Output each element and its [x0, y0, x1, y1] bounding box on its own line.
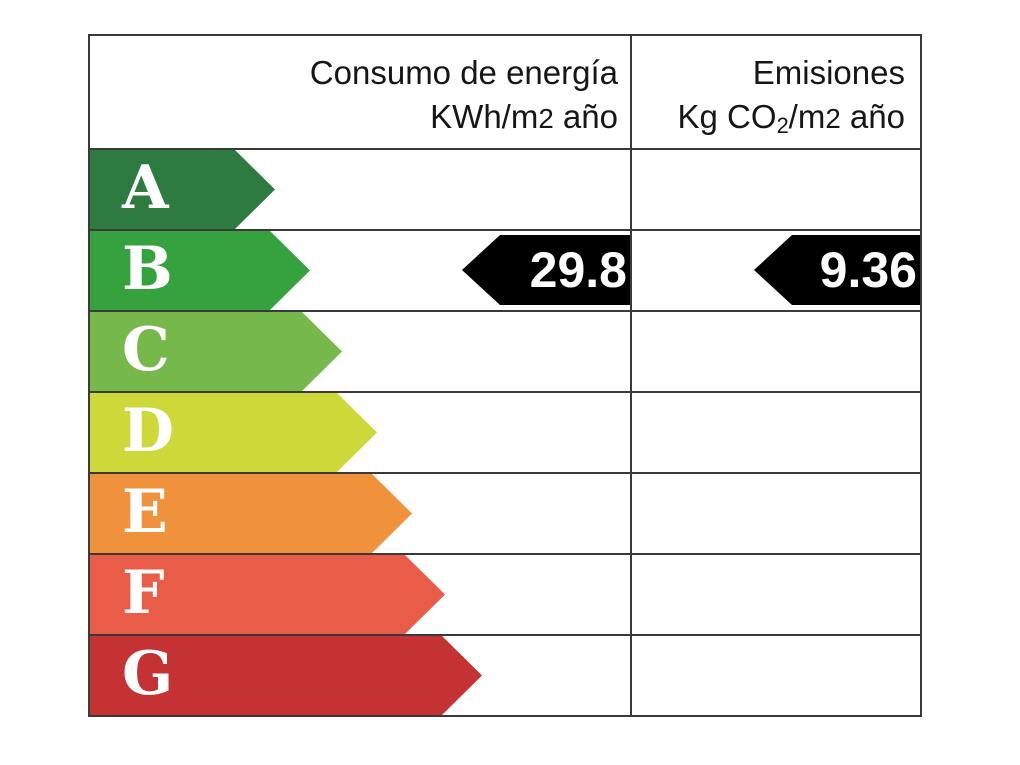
rating-row-g: G	[90, 634, 920, 715]
header-emissions-line2: Kg CO2/m2 año	[677, 98, 905, 138]
rating-row-e: E	[90, 472, 920, 553]
column-divider	[630, 36, 632, 715]
rating-row-a: A	[90, 148, 920, 229]
rating-letter: D	[122, 395, 175, 466]
rating-arrow-c: C	[90, 312, 342, 391]
rating-arrow-f: F	[90, 555, 445, 634]
rating-row-b: B	[90, 229, 920, 310]
rating-arrow-a: A	[90, 150, 275, 229]
rating-letter: E	[122, 476, 168, 547]
rating-letter: C	[122, 314, 170, 385]
energy-rating-table: Consumo de energía KWh/m2 año Emisiones …	[88, 34, 922, 717]
rating-letter: G	[122, 638, 174, 709]
rating-arrow-d: D	[90, 393, 377, 472]
rating-arrow-e: E	[90, 474, 412, 553]
rating-row-c: C	[90, 310, 920, 391]
rating-letter: A	[122, 152, 169, 223]
rating-rows: A B C D E F G	[90, 148, 920, 715]
rating-row-f: F	[90, 553, 920, 634]
header-emissions: Emisiones Kg CO2/m2 año	[632, 36, 920, 148]
header-emissions-line1: Emisiones	[752, 54, 905, 91]
rating-letter: F	[122, 557, 165, 628]
rating-letter: B	[122, 233, 173, 304]
rating-row-d: D	[90, 391, 920, 472]
rating-arrow-g: G	[90, 636, 482, 715]
rating-arrow-b: B	[90, 231, 310, 310]
header-consumption-line1: Consumo de energía	[309, 54, 618, 91]
table-header: Consumo de energía KWh/m2 año Emisiones …	[90, 36, 920, 148]
header-consumption-line2: KWh/m2 año	[430, 98, 618, 135]
header-consumption: Consumo de energía KWh/m2 año	[90, 36, 632, 148]
